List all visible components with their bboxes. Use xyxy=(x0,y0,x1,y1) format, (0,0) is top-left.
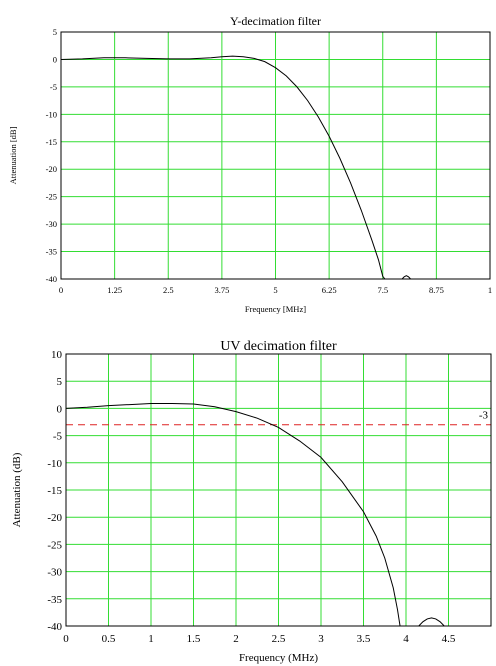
x-tick-label: 1 xyxy=(488,285,492,295)
y-tick-label: -5 xyxy=(53,431,63,443)
y-tick-label: -10 xyxy=(47,458,62,470)
x-tick-label: 8.75 xyxy=(429,285,444,295)
y-tick-label: -30 xyxy=(46,219,57,229)
chart-title: Y-decimation filter xyxy=(230,14,321,28)
chart-title: UV decimation filter xyxy=(220,339,337,354)
y-tick-label: -15 xyxy=(46,137,57,147)
x-axis-label: Frequency (MHz) xyxy=(239,652,318,664)
x-tick-label: 2.5 xyxy=(163,285,174,295)
x-tick-label: 5 xyxy=(273,285,277,295)
x-tick-label: 0 xyxy=(63,633,69,645)
y-tick-label: -15 xyxy=(47,485,62,497)
y-tick-label: 0 xyxy=(53,54,57,64)
x-axis-label: Frequency [MHz] xyxy=(245,304,306,314)
y-tick-label: -40 xyxy=(47,621,62,633)
y-axis-label: Attenuation [dB] xyxy=(8,126,18,184)
x-tick-label: 1.5 xyxy=(187,633,201,645)
y-tick-label: -20 xyxy=(46,164,57,174)
plot-border xyxy=(65,353,492,627)
x-tick-label: 0.5 xyxy=(102,633,116,645)
y-tick-label: -10 xyxy=(46,109,57,119)
plot-border xyxy=(60,31,491,280)
y-tick-label: -35 xyxy=(47,594,62,606)
x-tick-label: 1.25 xyxy=(107,285,122,295)
series-line-0 xyxy=(60,55,386,280)
y-axis-label: Attenuation (dB) xyxy=(11,452,23,527)
y-tick-label: -25 xyxy=(46,192,57,202)
x-tick-label: 0 xyxy=(59,285,63,295)
x-tick-label: 2.5 xyxy=(272,633,286,645)
y-tick-label: -25 xyxy=(47,539,62,551)
x-tick-label: 7.5 xyxy=(377,285,388,295)
y-tick-label: -5 xyxy=(50,82,57,92)
series-line-1 xyxy=(418,617,445,627)
y-tick-label: 5 xyxy=(57,376,63,388)
y-tick-label: 0 xyxy=(57,403,63,415)
x-tick-label: 3.5 xyxy=(357,633,371,645)
x-tick-label: 3 xyxy=(318,633,324,645)
series-line-1 xyxy=(401,275,411,280)
x-tick-label: 4 xyxy=(403,633,409,645)
y-tick-label: 5 xyxy=(53,27,57,37)
x-tick-label: 1 xyxy=(148,633,154,645)
y-tick-label: -35 xyxy=(46,247,57,257)
y-tick-label: 10 xyxy=(51,349,63,361)
reference-line-label: -3 xyxy=(479,410,489,422)
x-tick-label: 4.5 xyxy=(442,633,456,645)
y-tick-label: -30 xyxy=(47,567,62,579)
x-tick-label: 2 xyxy=(233,633,239,645)
series-line-0 xyxy=(65,403,401,627)
x-tick-label: 3.75 xyxy=(214,285,229,295)
x-tick-label: 6.25 xyxy=(322,285,337,295)
y-tick-label: -20 xyxy=(47,512,62,524)
y-tick-label: -40 xyxy=(46,274,57,284)
